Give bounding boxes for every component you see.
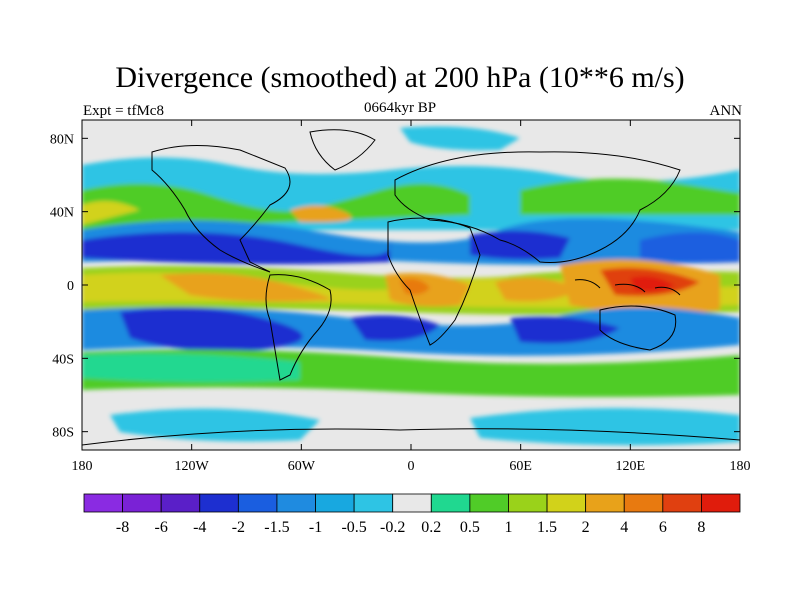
lon-tick-label: 60E [509, 459, 532, 474]
contour-antarctic-cyan [110, 408, 320, 442]
lat-tick-label: 80N [50, 132, 74, 147]
colorbar-swatch [199, 493, 239, 513]
lat-tick-label: 80S [52, 426, 74, 441]
colorbar-label: -2 [232, 519, 245, 536]
contour-n-pacific-orange [82, 201, 140, 225]
colorbar-swatch [546, 493, 587, 513]
plot-title: Divergence (smoothed) at 200 hPa (10**6 … [115, 61, 685, 94]
lon-tick-label: 180 [730, 459, 751, 474]
colorbar-swatch [83, 493, 123, 513]
colorbar-label: -1.5 [264, 519, 289, 536]
colorbar-label: 0.2 [421, 519, 441, 536]
lon-tick-label: 0 [408, 459, 415, 474]
experiment-label: Expt = tfMc8 [83, 103, 164, 119]
colorbar-swatch [392, 493, 432, 513]
colorbar-label: -8 [116, 519, 129, 536]
contour-n-storm-green [82, 183, 470, 230]
latitude-ticks: 80N 40N 0 40S 80S [50, 132, 740, 441]
contour-pacific-orange [160, 272, 330, 302]
coastlines [82, 129, 740, 446]
contour-n-atlantic-orange [290, 205, 352, 223]
colorbar-swatch [353, 493, 394, 513]
lon-tick-label: 180 [72, 459, 93, 474]
contour-n-pacific-darkblue [640, 232, 740, 263]
colorbar-label: 0.5 [460, 519, 480, 536]
colorbar-label: 2 [582, 519, 590, 536]
contour-africa-red [400, 278, 430, 295]
colorbar-swatch [623, 493, 664, 513]
colorbar-swatch [585, 493, 625, 513]
colorbar-swatch [430, 493, 471, 513]
contour-antarctic-cyan-east [470, 408, 740, 446]
colorbar-swatch [701, 493, 741, 513]
lat-tick-label: 40N [50, 206, 74, 221]
lon-tick-label: 120W [175, 459, 210, 474]
colorbar-swatch [469, 493, 509, 513]
colorbar-label: -6 [155, 519, 168, 536]
colorbar-swatch [276, 493, 316, 513]
period-label: 0664kyr BP [363, 100, 437, 116]
contour-n-indian-darkblue [470, 230, 570, 260]
colorbar-label: -1 [309, 519, 322, 536]
contour-field [82, 120, 740, 450]
coast-greenland [309, 129, 376, 171]
colorbar-swatch [122, 493, 162, 513]
colorbar-swatch [237, 493, 278, 513]
coast-north-america [151, 145, 291, 273]
coast-eurasia [394, 151, 681, 263]
colorbar: -8 -6 -4 -2 -1.5 -1 -0.5 -0.2 0.2 0.5 1 1.5 2 4 6 8 [83, 493, 741, 536]
colorbar-label: 8 [697, 519, 705, 536]
colorbar-label: 6 [659, 519, 667, 536]
colorbar-label: 1 [504, 519, 512, 536]
lon-tick-label: 120E [616, 459, 646, 474]
lat-tick-label: 0 [67, 279, 74, 294]
contour-indian-orange [495, 277, 580, 302]
contour-arctic-cyan [400, 126, 520, 151]
colorbar-swatch [315, 493, 355, 513]
coast-antarctica [82, 428, 740, 446]
colorbar-label: -4 [193, 519, 206, 536]
lon-tick-label: 60W [288, 459, 316, 474]
contour-n-subtropic-darkblue [82, 232, 391, 265]
colorbar-swatch [160, 493, 201, 513]
contour-s-storm-teal [82, 353, 300, 383]
contour-n-pacific-green [520, 178, 740, 215]
lat-tick-label: 40S [52, 352, 74, 367]
coast-australia [599, 305, 677, 351]
longitude-ticks: 180 120W 60W 0 60E 120E 180 [72, 120, 751, 474]
colorbar-label: -0.5 [341, 519, 366, 536]
season-label: ANN [709, 103, 743, 119]
coast-maritime-islands [574, 279, 681, 296]
contour-s-atlantic-darkblue [350, 315, 440, 341]
contour-s-indian-darkblue [510, 316, 620, 344]
contour-s-pacific-darkblue [120, 307, 303, 352]
colorbar-swatch [508, 493, 548, 513]
coast-south-america [265, 274, 332, 381]
colorbar-label: 4 [620, 519, 628, 536]
colorbar-label: 1.5 [537, 519, 557, 536]
colorbar-swatch [662, 493, 702, 513]
colorbar-label: -0.2 [380, 519, 405, 536]
